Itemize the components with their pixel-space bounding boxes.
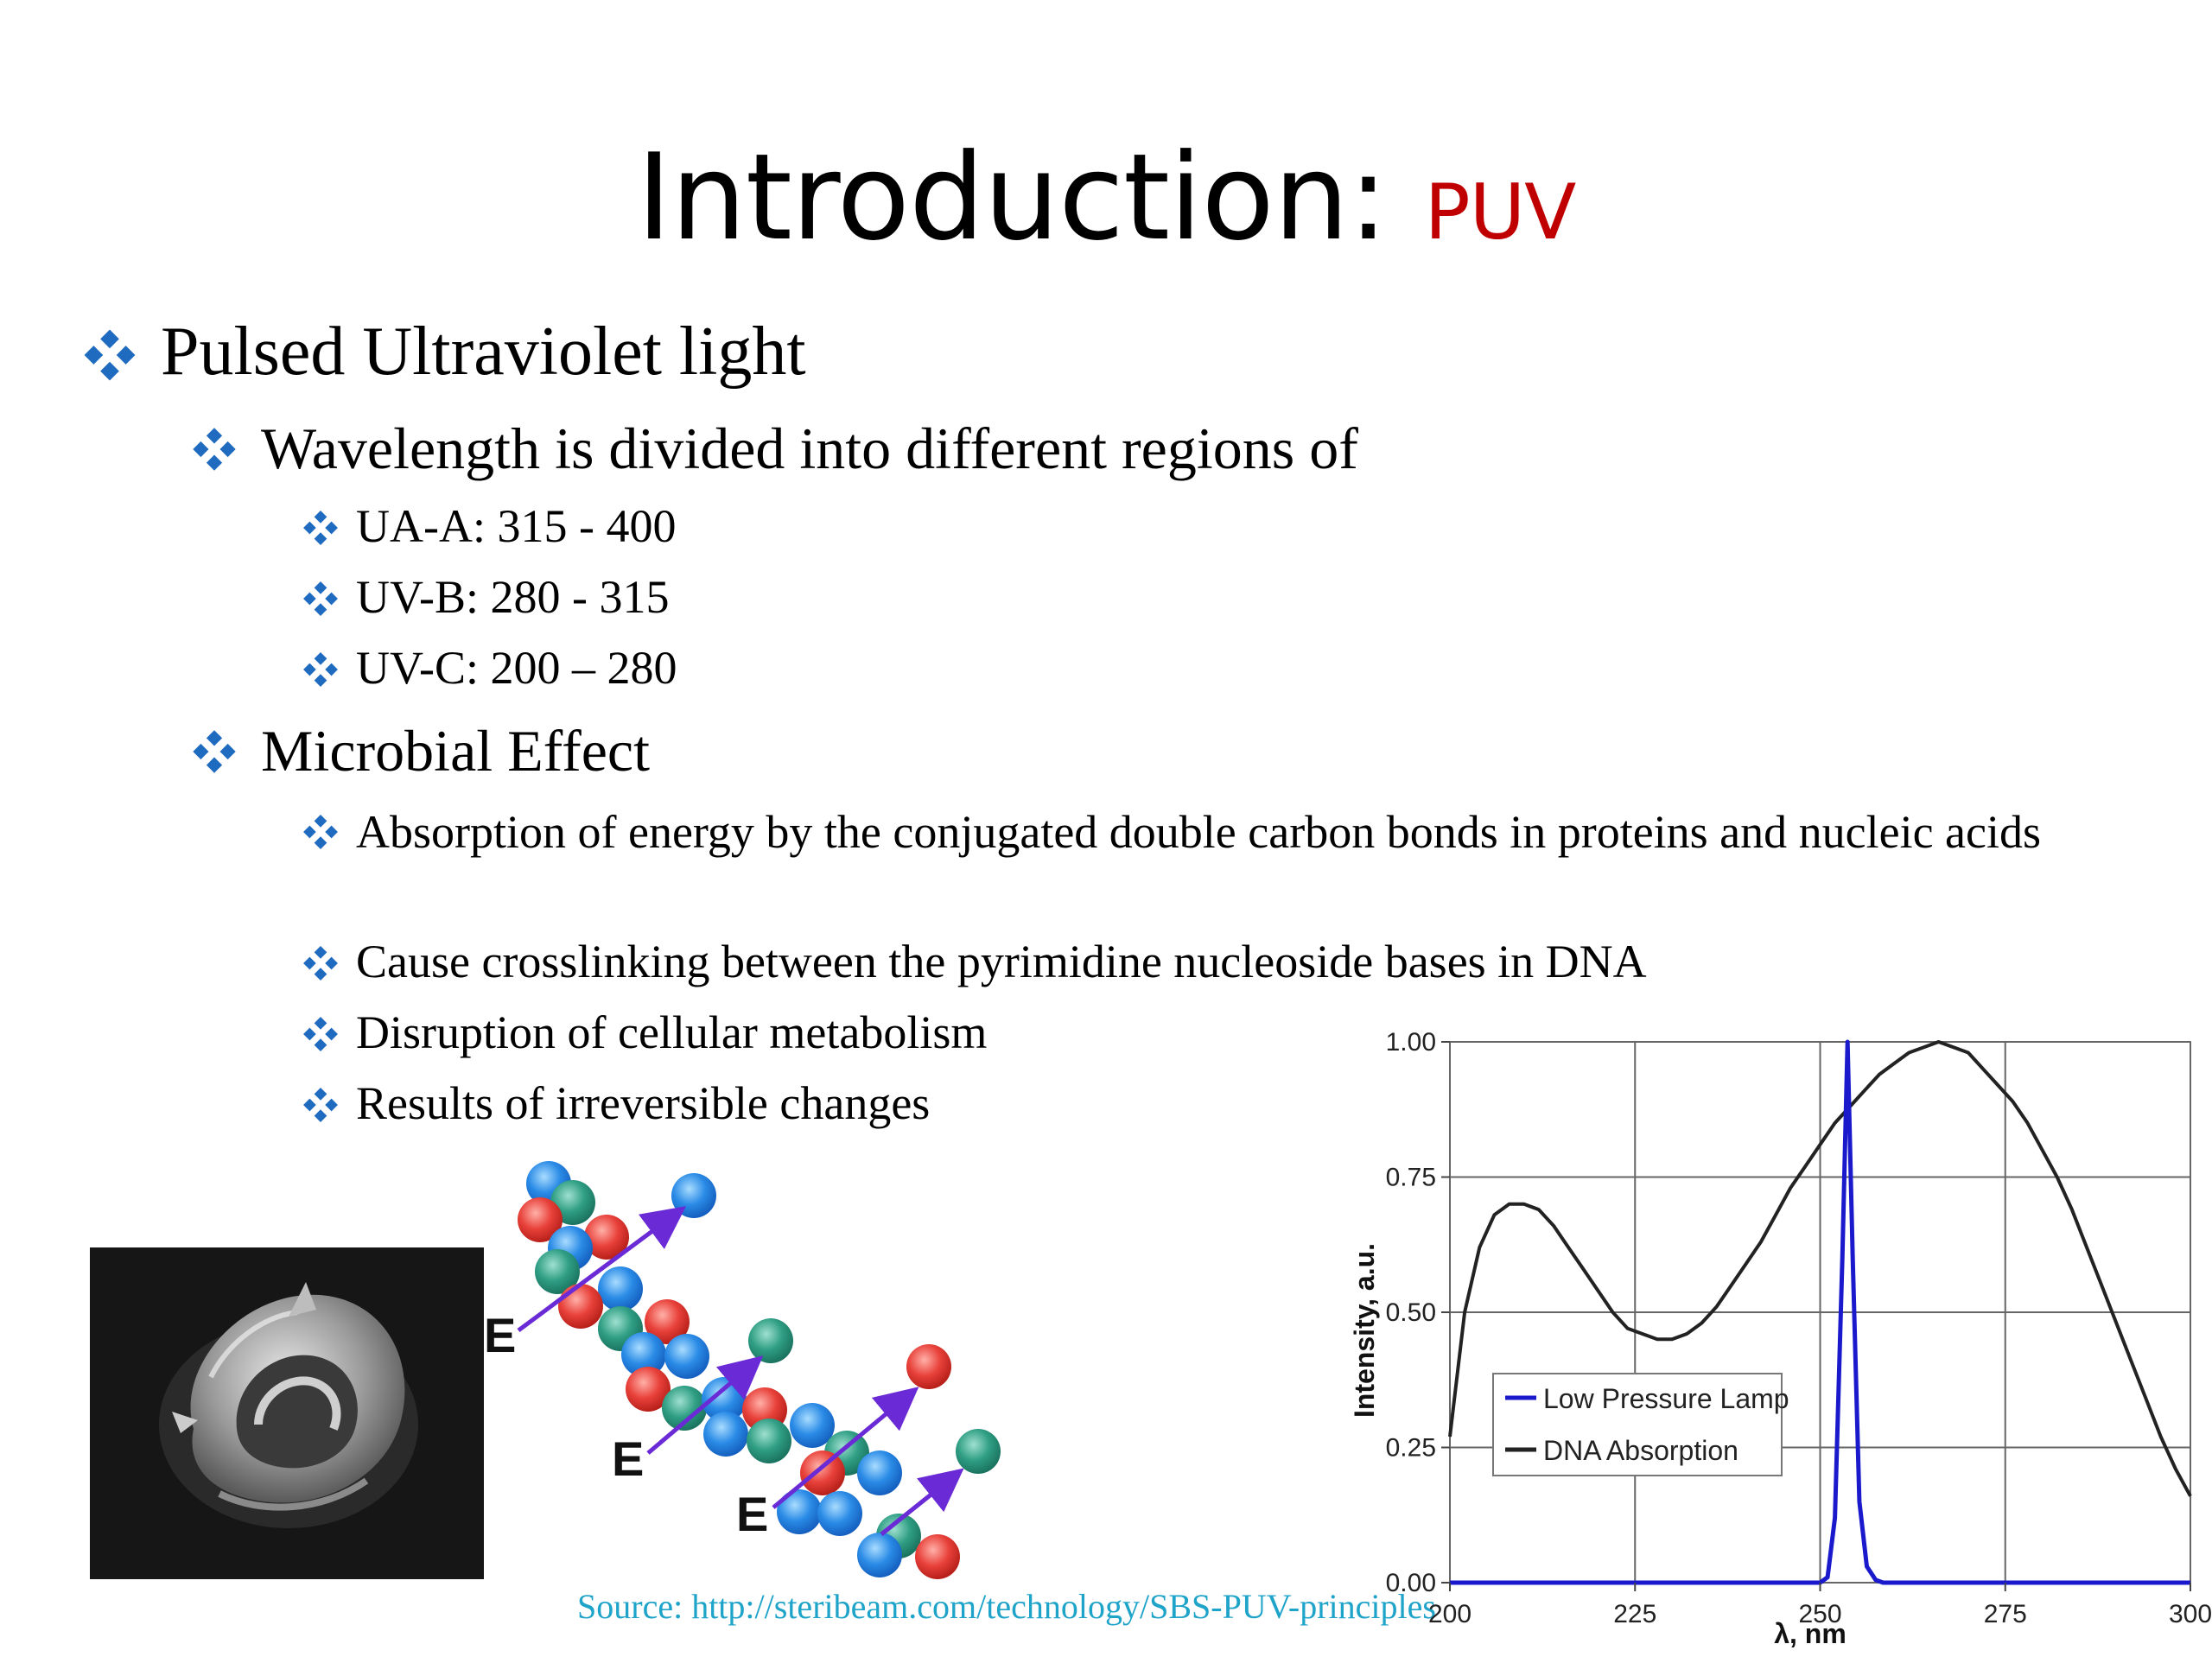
bullet-irreversible: Results of irreversible changes bbox=[302, 1076, 930, 1130]
bullet-text: Absorption of energy by the conjugated d… bbox=[356, 806, 2042, 858]
bullet-uva: UA-A: 315 - 400 bbox=[302, 499, 676, 553]
slide-title: Introduction: PUV bbox=[0, 138, 2212, 257]
series-line-lamp bbox=[1450, 1039, 2190, 1585]
legend-entry-lamp: Low Pressure Lamp bbox=[1543, 1383, 1789, 1414]
bullet-uvb: UV-B: 280 - 315 bbox=[302, 570, 670, 624]
bullet-text: Results of irreversible changes bbox=[356, 1077, 931, 1129]
x-tick-label: 300 bbox=[2169, 1600, 2212, 1628]
legend-entry-dna: DNA Absorption bbox=[1543, 1435, 1738, 1466]
x-tick-label: 250 bbox=[1798, 1600, 1841, 1628]
title-main: Introduction: bbox=[636, 128, 1425, 267]
bullet-disruption: Disruption of cellular metabolism bbox=[302, 1006, 987, 1059]
diamond-bullet-icon bbox=[302, 581, 339, 617]
energy-label-2: E bbox=[612, 1431, 644, 1486]
y-tick-label: 0.00 bbox=[1386, 1569, 1436, 1597]
dna-energy-diagram: E E E bbox=[467, 1140, 1028, 1590]
bullet-text: UV-C: 200 – 280 bbox=[356, 642, 677, 694]
bullet-text: Pulsed Ultraviolet light bbox=[161, 314, 806, 390]
diamond-bullet-icon bbox=[302, 945, 339, 981]
bullet-absorption: Absorption of energy by the conjugated d… bbox=[302, 802, 2074, 862]
energy-label-1: E bbox=[484, 1308, 516, 1362]
energy-arrows bbox=[517, 1206, 964, 1536]
bullet-text: UV-B: 280 - 315 bbox=[356, 571, 670, 623]
bullet-crosslinking: Cause crosslinking between the pyrimidin… bbox=[302, 935, 1647, 988]
energy-label-3: E bbox=[736, 1487, 768, 1541]
bullet-wavelength: Wavelength is divided into different reg… bbox=[192, 415, 1358, 483]
x-tick-label: 275 bbox=[1984, 1600, 2027, 1628]
chart-lines bbox=[1448, 1039, 2192, 1585]
bullet-text: Disruption of cellular metabolism bbox=[356, 1006, 988, 1058]
chart-y-axis-label: Intensity, a.u. bbox=[1349, 1243, 1380, 1418]
diamond-bullet-icon bbox=[192, 427, 237, 472]
y-tick-label: 1.00 bbox=[1386, 1028, 1436, 1057]
y-tick-label: 0.50 bbox=[1386, 1298, 1436, 1327]
uv-absorption-chart: 200 225 250 275 300 0.00 0.25 0.50 0.75 1.00 λ, n… bbox=[1339, 1011, 2212, 1659]
y-tick-label: 0.75 bbox=[1386, 1164, 1436, 1192]
chart-ticks: 200 225 250 275 300 0.00 0.25 0.50 0.75 1.00 bbox=[1386, 1028, 2212, 1628]
series-line-dna bbox=[1448, 1040, 2192, 1497]
title-accent: PUV bbox=[1424, 168, 1577, 257]
bullet-text: Cause crosslinking between the pyrimidin… bbox=[356, 936, 1647, 987]
bullet-pulsed-uv: Pulsed Ultraviolet light bbox=[83, 313, 806, 391]
chart-legend: Low Pressure Lamp DNA Absorption bbox=[1492, 1373, 1789, 1476]
diamond-bullet-icon bbox=[302, 1016, 339, 1052]
source-citation: Source: http://steribeam.com/technology/… bbox=[577, 1587, 1436, 1626]
chart-grid bbox=[1449, 1041, 2191, 1584]
diamond-bullet-icon bbox=[302, 510, 339, 546]
diamond-bullet-icon bbox=[192, 729, 237, 774]
bullet-text: UA-A: 315 - 400 bbox=[356, 500, 677, 552]
diamond-bullet-icon bbox=[302, 651, 339, 688]
diamond-bullet-icon bbox=[302, 1087, 339, 1123]
bullet-uvc: UV-C: 200 – 280 bbox=[302, 641, 677, 695]
microbe-micrograph bbox=[90, 1247, 484, 1579]
x-tick-label: 200 bbox=[1428, 1600, 1471, 1628]
bullet-text: Microbial Effect bbox=[261, 718, 651, 784]
bullet-microbial-effect: Microbial Effect bbox=[192, 717, 650, 785]
molecule-chain bbox=[518, 1161, 1001, 1579]
diamond-bullet-icon bbox=[302, 814, 339, 850]
chart-x-axis-label: λ, nm bbox=[1774, 1618, 1847, 1649]
bullet-text: Wavelength is divided into different reg… bbox=[261, 416, 1358, 481]
diamond-bullet-icon bbox=[83, 328, 137, 382]
x-tick-label: 225 bbox=[1613, 1600, 1656, 1628]
y-tick-label: 0.25 bbox=[1386, 1434, 1436, 1463]
